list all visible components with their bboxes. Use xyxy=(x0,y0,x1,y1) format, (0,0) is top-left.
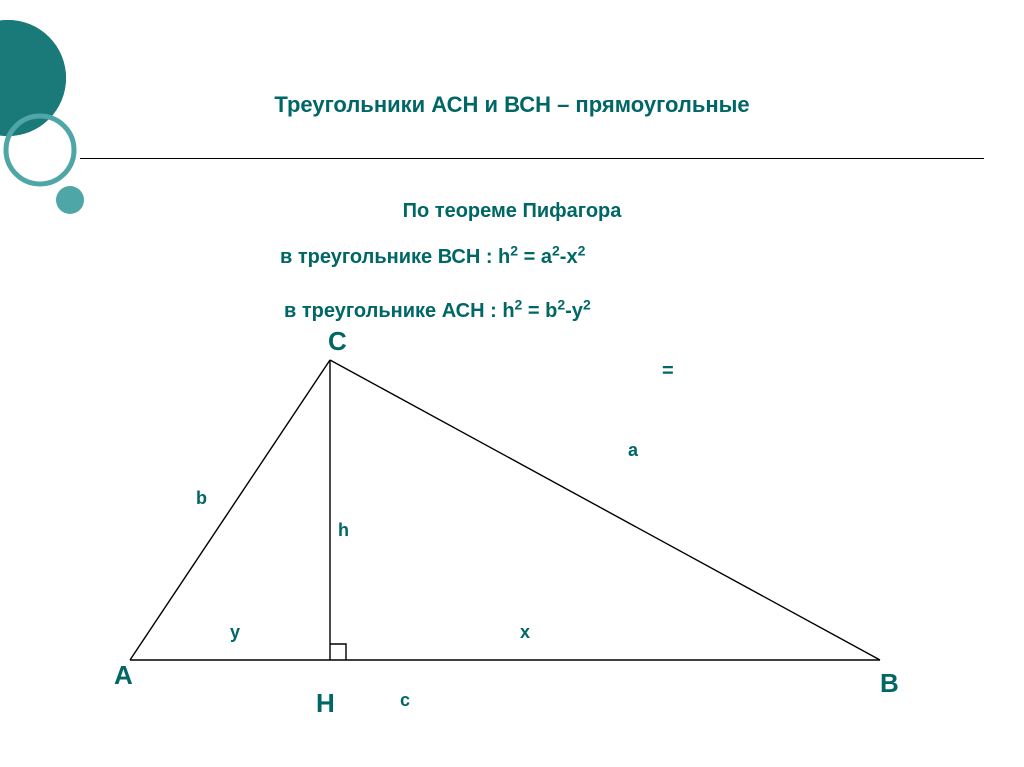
edge-cb xyxy=(330,360,880,660)
ach-prefix: в треугольнике АСН : xyxy=(284,300,502,322)
bch-mid: = a xyxy=(518,246,552,268)
equation-ach: в треугольнике АСН : h2 = b2-y2 xyxy=(284,300,591,323)
label-c: C xyxy=(328,326,347,357)
bch-x-sq: 2 xyxy=(578,242,586,258)
subtitle: По теореме Пифагора xyxy=(0,200,1024,223)
ach-h: h xyxy=(502,300,514,322)
title-underline xyxy=(80,158,984,159)
triangle-lines xyxy=(130,360,880,660)
ach-mid: = b xyxy=(522,300,557,322)
edge-ac xyxy=(130,360,330,660)
label-seg-y: y xyxy=(230,622,240,643)
label-h-vertex: H xyxy=(316,688,335,719)
bch-a-sq: 2 xyxy=(552,242,560,258)
ach-tail: -y xyxy=(565,300,583,322)
label-side-h: h xyxy=(338,520,349,541)
label-b-vertex: B xyxy=(880,668,899,699)
ach-y-sq: 2 xyxy=(583,296,591,312)
bch-prefix: в треугольнике ВСН : xyxy=(280,246,498,268)
label-side-a: a xyxy=(628,440,638,461)
equation-bch: в треугольнике ВСН : h2 = a2-x2 xyxy=(280,246,585,269)
label-side-c: c xyxy=(400,690,410,711)
bch-h: h xyxy=(498,246,510,268)
bch-h-sq: 2 xyxy=(510,242,518,258)
label-a-vertex: A xyxy=(114,660,133,691)
label-side-b: b xyxy=(196,488,207,509)
page-title: Треугольники АСН и ВСН – прямоугольные xyxy=(0,92,1024,118)
ach-b-sq: 2 xyxy=(557,296,565,312)
bch-tail: -x xyxy=(560,246,578,268)
triangle-diagram xyxy=(100,330,920,730)
right-angle-marker xyxy=(330,644,346,660)
label-seg-x: x xyxy=(520,622,530,643)
